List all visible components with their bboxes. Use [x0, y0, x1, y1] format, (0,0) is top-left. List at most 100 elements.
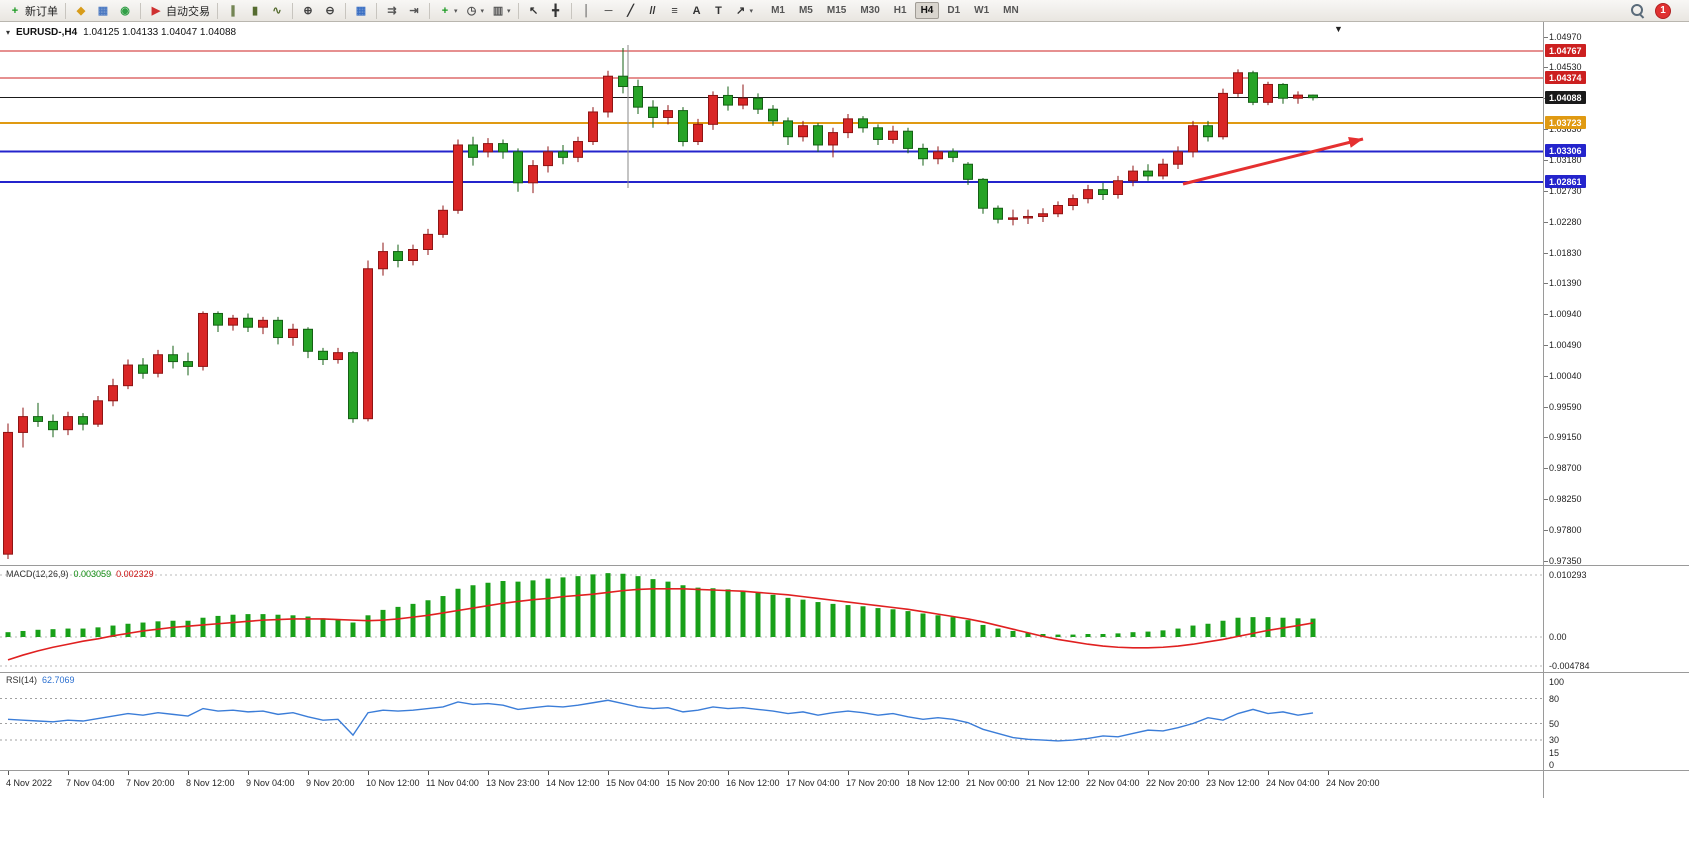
price-axis-label: 1.03180 — [1549, 155, 1582, 166]
periods-button[interactable]: ◷ ▾ — [461, 1, 488, 21]
time-axis-label: 11 Nov 04:00 — [426, 778, 479, 788]
time-axis: 4 Nov 2022 7 Nov 04:00 7 Nov 20:00 8 Nov 12… — [0, 771, 1543, 797]
bar-chart-button[interactable]: ∥ — [222, 1, 244, 21]
autotrading-button[interactable]: ▶ 自动交易 — [145, 1, 213, 21]
timeframe-d1[interactable]: D1 — [947, 5, 961, 16]
data-window-button[interactable]: ▦ — [92, 1, 114, 21]
price-axis-label: 0.97350 — [1549, 556, 1582, 567]
time-axis-tick — [428, 771, 429, 775]
channel-icon: // — [649, 4, 656, 17]
chart-shift-button[interactable]: ⇥ — [403, 1, 425, 21]
main-chart-panel — [0, 45, 1543, 559]
panel-separator-rsi[interactable] — [0, 672, 1689, 673]
time-axis-label: 15 Nov 20:00 — [666, 778, 720, 788]
crosshair-button[interactable]: ╋ — [545, 1, 567, 21]
new-order-button[interactable]: + 新订单 — [4, 1, 61, 21]
price-axis-tick — [1544, 221, 1548, 223]
pivot-line-badge: 1.03723 — [1545, 115, 1586, 129]
timeframe-group: M1 M5 M15 M30 H1 H4 D1 W1 MN — [764, 2, 1026, 19]
time-axis-tick — [668, 771, 669, 775]
zoom-out-button[interactable]: ⊖ — [319, 1, 341, 21]
price-axis-label: 1.00040 — [1549, 371, 1582, 382]
time-axis-label: 22 Nov 20:00 — [1146, 778, 1200, 788]
toolbar: + 新订单 ◆ ▦ ◉ ▶ 自动交易 ∥ ▮ ∿ ⊕ ⊖ ▦ ⇉ ⇥ + ▾ ◷ ▾ ▥ ▾ ↖ ╋ │ ─ ╱//≡ A T ↗ ▾ M… — [0, 0, 1689, 22]
time-axis-tick — [1268, 771, 1269, 775]
time-axis-tick — [128, 771, 129, 775]
price-axis-label: 0.98700 — [1549, 463, 1582, 474]
dropdown-caret-icon: ▾ — [507, 7, 511, 15]
macd-axis-label: 0.010293 — [1549, 569, 1587, 580]
chart-shift-icon: ⇥ — [409, 4, 419, 17]
search-icon[interactable] — [1630, 3, 1645, 18]
price-axis-label: 0.99150 — [1549, 432, 1582, 443]
navigator-button[interactable]: ◉ — [114, 1, 136, 21]
rsi-axis-label: 80 — [1549, 693, 1560, 704]
arrows-button[interactable]: ↗ ▾ — [730, 1, 757, 21]
scroll-to-end-icon[interactable]: ▼ — [1334, 24, 1343, 34]
price-axis-tick — [1544, 252, 1548, 254]
time-axis-label: 16 Nov 12:00 — [726, 778, 780, 788]
time-axis-label: 4 Nov 2022 — [6, 778, 53, 788]
macd-signal-value: 0.002329 — [116, 569, 154, 579]
fibonacci-button[interactable]: ≡ — [664, 1, 686, 21]
time-axis-label: 9 Nov 04:00 — [246, 778, 295, 788]
market-watch-button[interactable]: ◆ — [70, 1, 92, 21]
macd-panel — [0, 573, 1543, 667]
line-chart-button[interactable]: ∿ — [266, 1, 288, 21]
crosshair-icon: ╋ — [552, 4, 559, 17]
new-order-button-label: 新订单 — [25, 5, 58, 18]
timeframe-h4[interactable]: H4 — [914, 2, 940, 19]
chart-ohlc-values: 1.04125 1.04133 1.04047 1.04088 — [83, 27, 237, 38]
time-axis-tick — [368, 771, 369, 775]
time-axis-tick — [1148, 771, 1149, 775]
timeframe-m15[interactable]: M15 — [826, 5, 847, 16]
vertical-line-icon: │ — [583, 4, 590, 17]
notification-badge[interactable]: 1 — [1655, 2, 1671, 19]
trendline-button[interactable]: ╱ — [620, 1, 642, 21]
time-axis-tick — [848, 771, 849, 775]
text-icon: A — [692, 4, 701, 17]
horizontal-line-icon: ─ — [604, 4, 613, 17]
price-axis-tick — [1544, 37, 1548, 38]
quick-trade-expand-icon[interactable]: ▾ — [6, 28, 11, 37]
support-line-1-badge: 1.03306 — [1545, 144, 1586, 158]
trend-arrow[interactable] — [1182, 137, 1364, 186]
time-axis-label: 21 Nov 00:00 — [966, 778, 1020, 788]
price-axis-tick — [1544, 345, 1548, 347]
timeframe-m1[interactable]: M1 — [771, 5, 785, 16]
text-label-button[interactable]: T — [708, 1, 730, 21]
auto-scroll-button[interactable]: ⇉ — [381, 1, 403, 21]
tile-windows-button[interactable]: ▦ — [350, 1, 372, 21]
candlestick-chart-button[interactable]: ▮ — [244, 1, 266, 21]
zoom-in-button[interactable]: ⊕ — [297, 1, 319, 21]
panel-separator-macd[interactable] — [0, 565, 1689, 566]
channel-button[interactable]: // — [642, 1, 664, 21]
time-axis-label: 7 Nov 04:00 — [66, 778, 115, 788]
timeframe-h1[interactable]: H1 — [893, 5, 907, 16]
autotrading-icon: ▶ — [151, 4, 161, 17]
rsi-panel — [0, 698, 1543, 742]
toolbar-separator — [65, 2, 66, 19]
horizontal-line-button[interactable]: ─ — [598, 1, 620, 21]
price-axis-label: 1.00490 — [1549, 340, 1582, 351]
candles — [3, 48, 1318, 559]
timeframe-w1[interactable]: W1 — [974, 5, 990, 16]
panel-separator-time-axis — [0, 770, 1689, 771]
timeframe-m30[interactable]: M30 — [860, 5, 880, 16]
toolbar-separator — [376, 2, 377, 19]
vertical-line-button[interactable]: │ — [576, 1, 598, 21]
price-axis-label: 1.01830 — [1549, 247, 1582, 258]
periods-icon: ◷ — [466, 4, 477, 17]
templates-button[interactable]: ▥ ▾ — [487, 1, 514, 21]
auto-scroll-icon: ⇉ — [387, 4, 397, 17]
cursor-button[interactable]: ↖ — [523, 1, 545, 21]
timeframe-mn[interactable]: MN — [1003, 5, 1019, 16]
rsi-axis-label: 50 — [1549, 718, 1560, 729]
price-axis-tick — [1544, 283, 1548, 285]
toolbar-groups: + 新订单 ◆ ▦ ◉ ▶ 自动交易 ∥ ▮ ∿ ⊕ ⊖ ▦ ⇉ ⇥ + ▾ ◷ ▾ ▥ ▾ ↖ ╋ │ ─ ╱//≡ A T ↗ ▾ — [4, 1, 756, 21]
timeframe-m5[interactable]: M5 — [798, 5, 813, 16]
candlestick-chart-icon: ▮ — [251, 4, 259, 17]
text-button[interactable]: A — [686, 1, 708, 21]
time-axis-tick — [548, 771, 549, 775]
add-indicator-button[interactable]: + ▾ — [434, 1, 461, 21]
